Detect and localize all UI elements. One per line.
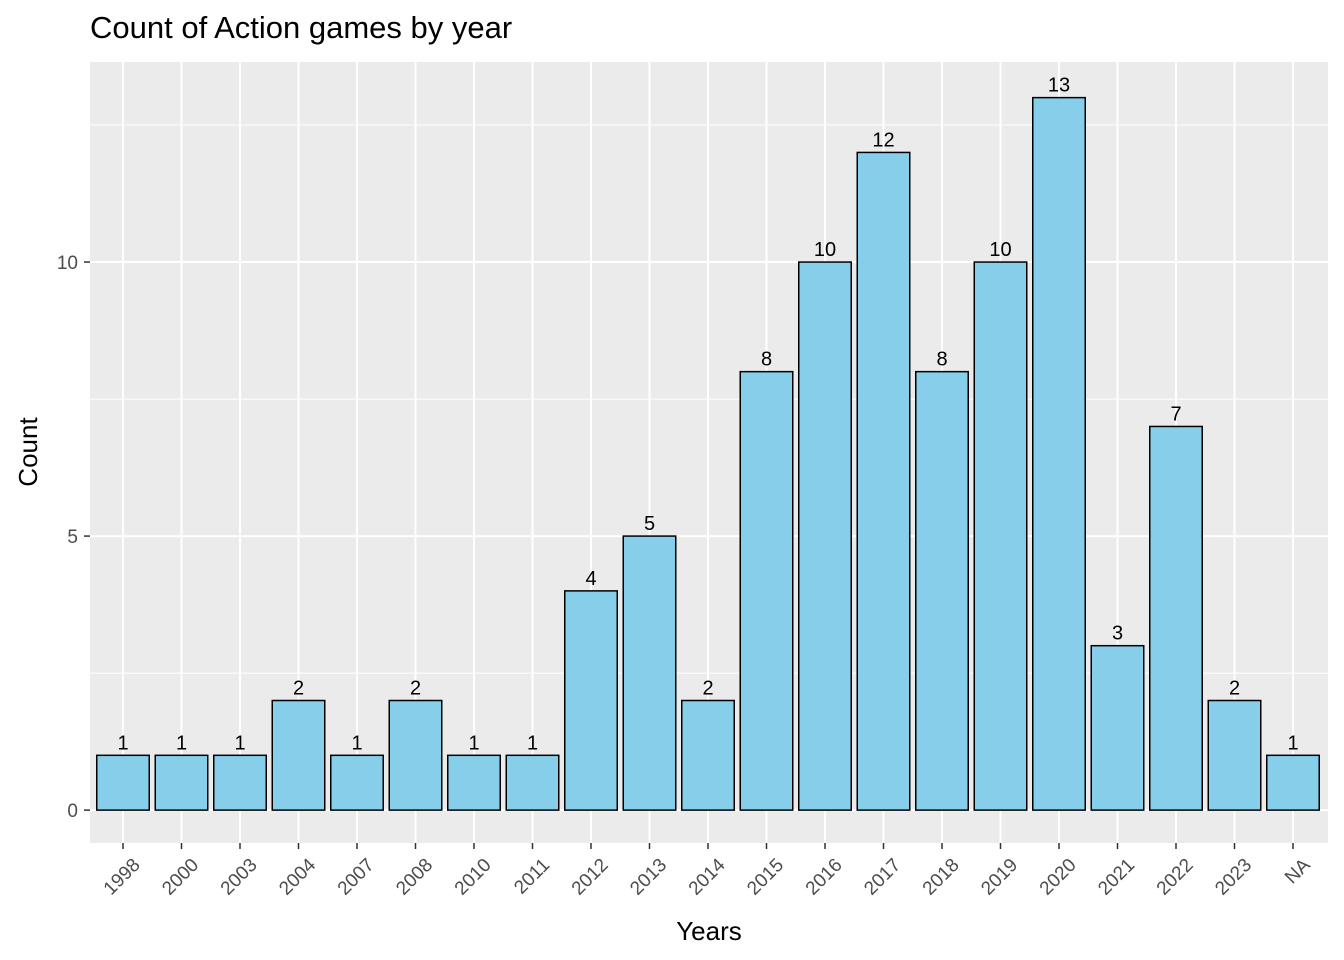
bar-NA: [1266, 754, 1320, 811]
bar-value-label: 2: [1229, 678, 1240, 700]
x-tick-label: 1998: [100, 855, 145, 900]
bar-2020: [1032, 96, 1086, 811]
x-tick-label: 2014: [685, 854, 730, 899]
x-tick-label: 2016: [802, 855, 847, 900]
bar-value-label: 2: [702, 678, 713, 700]
bar-value-label: 12: [872, 129, 894, 151]
x-tick-label: NA: [1281, 855, 1315, 889]
x-tick-label: 2011: [510, 855, 554, 899]
bar-2014: [681, 699, 735, 811]
bar-2010: [447, 754, 501, 811]
bar-2000: [154, 754, 209, 811]
y-tick-label: 0: [67, 801, 78, 822]
x-axis: 1998 2000 2003 2004 2007 2008 2010 2011 2012 2013…: [100, 843, 1315, 899]
x-tick-label: 2012: [568, 855, 613, 900]
x-tick-label: 2008: [392, 855, 437, 900]
bar-value-label: 4: [585, 568, 596, 590]
y-tick-label: 5: [67, 527, 78, 548]
bar-2019: [973, 261, 1028, 811]
x-tick-label: 2013: [626, 855, 671, 900]
bar-2013: [622, 535, 677, 811]
x-tick-label: 2020: [1036, 855, 1081, 900]
x-tick-label: 2021: [1094, 855, 1139, 900]
bar-value-label: 8: [936, 349, 947, 371]
bar-value-label: 3: [1112, 623, 1123, 645]
x-tick-label: 2004: [275, 854, 320, 899]
bar-2004: [271, 699, 326, 811]
bar-value-label: 5: [644, 513, 655, 535]
bar-2016: [798, 261, 852, 811]
bar-2018: [915, 370, 969, 811]
bar-2021: [1090, 644, 1145, 811]
x-tick-label: 2015: [743, 855, 788, 900]
x-tick-label: 2000: [158, 855, 203, 900]
bar-2023: [1207, 699, 1262, 811]
bar-2017: [856, 151, 911, 811]
bar-value-label: 10: [989, 239, 1011, 261]
y-tick-label: 10: [57, 253, 78, 274]
bars: [96, 96, 1320, 811]
bar-value-label: 1: [234, 732, 245, 754]
bar-2015: [739, 370, 794, 811]
chart-title: Count of Action games by year: [90, 10, 513, 45]
bar-value-label: 1: [176, 732, 187, 754]
bar-2012: [564, 590, 618, 811]
bar-value-label: 13: [1048, 75, 1070, 97]
bar-value-label: 1: [468, 732, 479, 754]
bar-2003: [213, 754, 267, 811]
x-tick-label: 2003: [217, 855, 262, 900]
x-axis-title: Years: [676, 916, 742, 946]
bar-value-label: 2: [293, 678, 304, 700]
bar-value-label: 10: [814, 239, 836, 261]
x-tick-label: 2018: [919, 855, 964, 900]
x-tick-label: 2022: [1153, 855, 1198, 900]
x-tick-label: 2023: [1211, 855, 1256, 900]
x-tick-label: 2010: [451, 855, 496, 900]
x-tick-label: 2007: [334, 855, 379, 900]
x-tick-label: 2017: [860, 855, 905, 900]
y-axis: 0 5 10: [57, 253, 90, 822]
bar-value-label: 2: [410, 678, 421, 700]
bar-1998: [96, 754, 150, 811]
bar-2022: [1149, 425, 1203, 811]
bar-value-label: 1: [1287, 732, 1298, 754]
bar-value-label: 7: [1170, 403, 1181, 425]
bar-value-label: 1: [117, 732, 128, 754]
bar-value-label: 8: [761, 349, 772, 371]
bar-2007: [330, 754, 384, 811]
bar-2011: [505, 754, 560, 811]
bar-value-label: 1: [351, 732, 362, 754]
bar-2008: [388, 699, 443, 811]
y-axis-title: Count: [13, 417, 43, 487]
x-tick-label: 2019: [977, 855, 1022, 900]
bar-value-label: 1: [527, 732, 538, 754]
